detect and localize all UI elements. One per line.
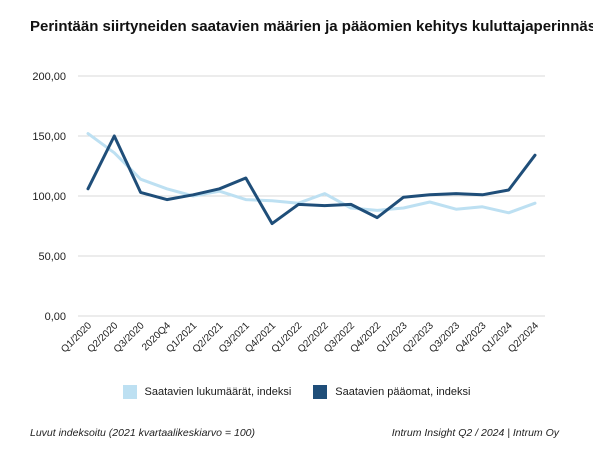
- legend-swatch-count: [122, 385, 137, 399]
- chart-title: Perintään siirtyneiden saatavien määrien…: [30, 18, 593, 35]
- legend-item-count: Saatavien lukumäärät, indeksi: [122, 385, 292, 399]
- series-line-principal: [86, 134, 537, 226]
- legend-item-principal: Saatavien pääomat, indeksi: [313, 385, 470, 399]
- series-line-count: [86, 132, 537, 215]
- y-axis-ticks: 0,00 50,00 100,00 150,00 200,00: [32, 71, 66, 323]
- source-credit: Intrum Insight Q2 / 2024 | Intrum Oy: [391, 427, 559, 439]
- series-lines: [86, 132, 537, 226]
- gridlines: [78, 75, 545, 317]
- footnote: Luvut indeksoitu (2021 kvartaalikeskiarv…: [30, 427, 256, 439]
- legend-label-principal: Saatavien pääomat, indeksi: [335, 386, 471, 398]
- y-tick-label: 100,00: [32, 191, 66, 203]
- legend-swatch-principal: [313, 385, 328, 399]
- legend: Saatavien lukumäärät, indeksi Saatavien …: [0, 385, 593, 399]
- legend-label-count: Saatavien lukumäärät, indeksi: [144, 386, 292, 398]
- x-axis-ticks: Q1/2020Q2/2020Q3/20202020Q4Q1/2021Q2/202…: [59, 320, 541, 355]
- y-tick-label: 50,00: [38, 251, 66, 263]
- y-tick-label: 200,00: [32, 71, 66, 83]
- y-tick-label: 0,00: [45, 311, 66, 323]
- line-chart: 0,00 50,00 100,00 150,00 200,00 Q1/2020Q2/20…: [32, 71, 545, 355]
- y-tick-label: 150,00: [32, 131, 66, 143]
